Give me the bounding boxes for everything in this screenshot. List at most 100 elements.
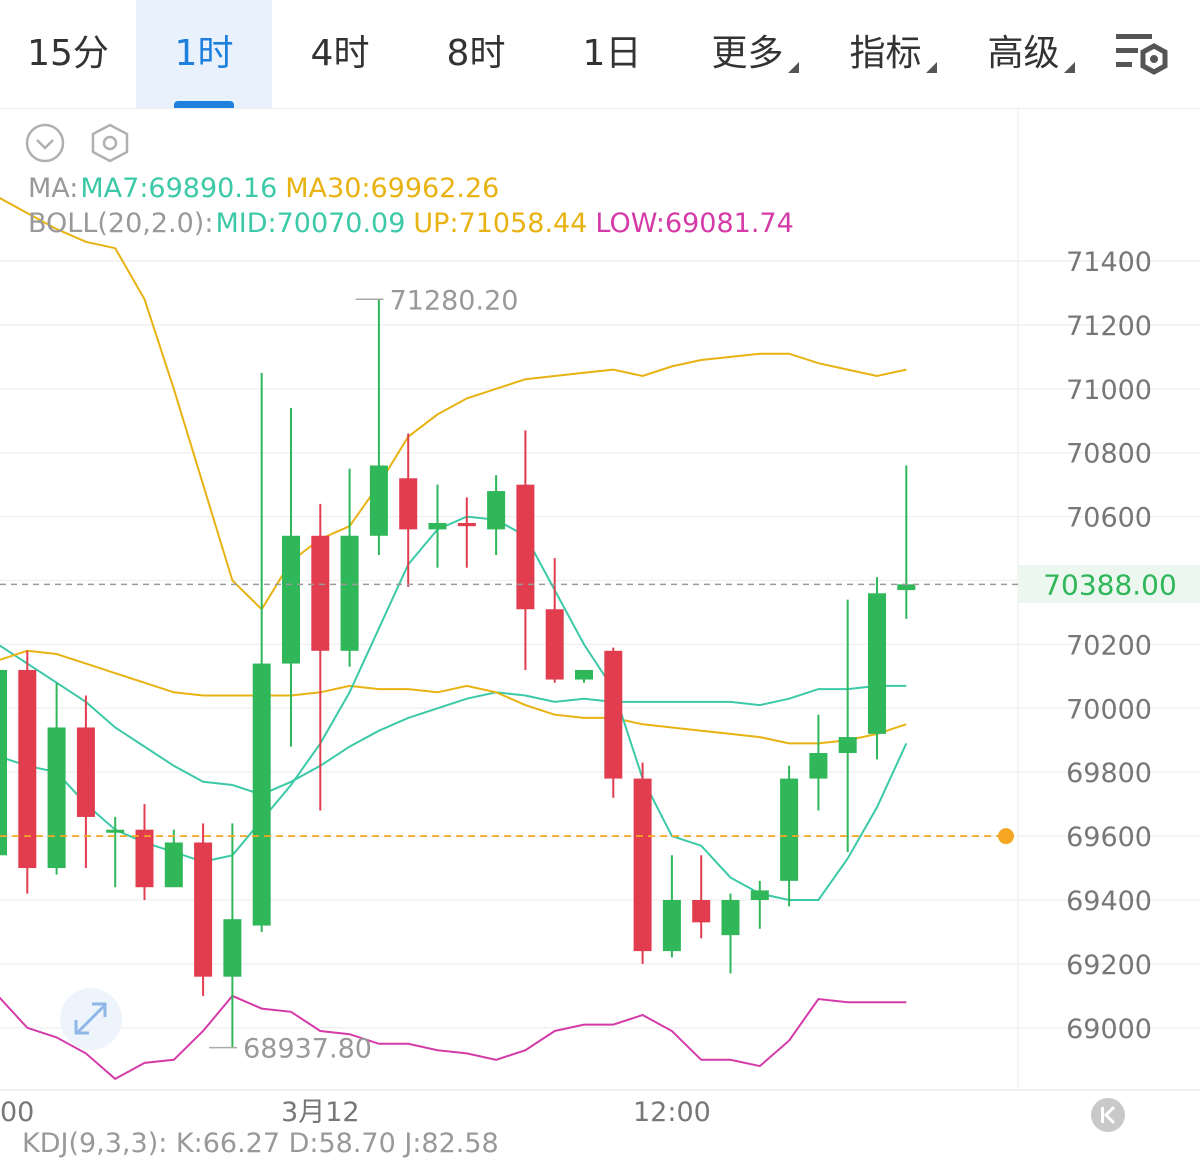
candle-up xyxy=(252,372,271,932)
indicator-lines xyxy=(0,197,908,1081)
candle-body xyxy=(457,522,476,527)
y-tick-label: 70600 xyxy=(1066,503,1152,534)
y-axis: 71400 71200 71000 70800 70600 70200 70000 69800… xyxy=(1066,247,1152,1045)
current-price-label: 70388.00 xyxy=(1043,568,1177,601)
tab-1day[interactable]: 1日 xyxy=(582,33,642,74)
candle-up xyxy=(575,669,593,683)
boll-low-value: LOW:69081.74 xyxy=(595,208,794,239)
tab-indicators-dropdown[interactable]: 指标 xyxy=(828,0,958,108)
boll-up-value: UP:71058.44 xyxy=(413,208,588,239)
candle-up xyxy=(164,829,183,888)
candle-body xyxy=(0,669,7,856)
candle-up xyxy=(868,577,886,760)
candlestick-chart[interactable]: 70388.00 71280.20 68937.80 71400 71200 71000… xyxy=(0,109,1200,1144)
candle-body xyxy=(838,737,857,754)
x-tick-label: 12:00 xyxy=(633,1097,711,1128)
candle-body xyxy=(340,535,359,651)
candles xyxy=(0,299,916,1048)
candle-body xyxy=(135,829,154,888)
candle-up xyxy=(838,599,857,853)
candle-up xyxy=(487,475,506,555)
candle-body xyxy=(633,778,652,952)
candle-down xyxy=(545,558,564,683)
candle-body xyxy=(809,753,828,779)
expand-arrows-icon[interactable] xyxy=(58,986,124,1052)
candle-body xyxy=(575,669,593,680)
x-tick-label: 00 xyxy=(0,1097,34,1128)
candle-down xyxy=(516,430,535,670)
x-axis: 00 3月12 12:00 xyxy=(0,1097,711,1128)
candle-down xyxy=(692,855,711,939)
candle-down xyxy=(76,695,95,869)
current-price-tag-bg xyxy=(1018,565,1200,603)
candle-body xyxy=(164,842,183,888)
boll-mid-line xyxy=(0,644,907,796)
ma7-value: MA7:69890.16 xyxy=(80,173,278,204)
candle-body xyxy=(428,522,447,530)
candle-up xyxy=(223,823,242,1048)
candle-up xyxy=(721,893,740,974)
candle-body xyxy=(750,890,769,900)
candle-down xyxy=(604,647,623,798)
ma-legend: MA:MA7:69890.16 MA30:69962.26 xyxy=(28,173,507,204)
y-tick-label: 70800 xyxy=(1066,439,1152,470)
y-tick-label: 69000 xyxy=(1066,1014,1152,1045)
chevron-down-circle-icon[interactable] xyxy=(24,122,66,164)
candle-up xyxy=(750,880,769,929)
boll-up-line xyxy=(0,197,907,611)
candle-body xyxy=(106,829,125,833)
candle-body xyxy=(282,535,300,664)
tab-1hour[interactable]: 1时 xyxy=(136,0,272,108)
candle-down xyxy=(311,503,330,811)
ma-legend-prefix: MA: xyxy=(28,173,79,204)
candle-up xyxy=(809,714,828,811)
candle-body xyxy=(311,535,330,651)
candle-body xyxy=(897,584,916,591)
candle-up xyxy=(282,407,300,747)
candle-down xyxy=(633,762,652,964)
candle-up xyxy=(662,855,681,958)
y-tick-label: 69600 xyxy=(1066,822,1152,853)
y-tick-label: 70200 xyxy=(1066,630,1152,661)
tab-more-dropdown[interactable]: 更多 xyxy=(690,0,820,108)
ma30-line xyxy=(0,649,907,745)
candle-down xyxy=(135,804,154,900)
candle-body xyxy=(692,900,711,923)
candle-up xyxy=(897,465,916,619)
candle-body xyxy=(604,650,623,779)
candle-down xyxy=(194,823,213,996)
hexagon-settings-icon[interactable] xyxy=(88,122,132,164)
tab-advanced-dropdown[interactable]: 高级 xyxy=(966,0,1096,108)
y-tick-label: 69200 xyxy=(1066,950,1152,981)
x-tick-label: 3月12 xyxy=(281,1097,360,1128)
boll-mid-value: MID:70070.09 xyxy=(215,208,406,239)
y-tick-label: 71400 xyxy=(1066,247,1152,278)
candle-up xyxy=(369,299,388,555)
price-markers: 70388.00 71280.20 68937.80 xyxy=(0,285,1177,1065)
low-marker-label: 68937.80 xyxy=(243,1034,372,1065)
jump-to-latest-icon[interactable] xyxy=(1090,1097,1126,1133)
candle-body xyxy=(252,663,271,926)
y-tick-label: 70000 xyxy=(1066,694,1152,725)
chart-settings-icon[interactable] xyxy=(1110,28,1174,80)
candle-body xyxy=(545,609,564,680)
tab-4hour[interactable]: 4时 xyxy=(310,33,370,74)
candle-body xyxy=(487,491,506,530)
candle-body xyxy=(780,778,799,881)
candle-up xyxy=(340,468,359,667)
y-tick-label: 71200 xyxy=(1066,311,1152,342)
candle-body xyxy=(18,669,37,869)
candle-up xyxy=(0,669,7,856)
candle-body xyxy=(868,593,886,734)
candle-down xyxy=(18,650,37,894)
tab-8hour[interactable]: 8时 xyxy=(446,33,506,74)
interval-tab-bar: 15分 1时 4时 8时 1日 更多 指标 高级 xyxy=(0,0,1200,109)
dropdown-triangle-icon xyxy=(1063,62,1075,73)
tab-15min[interactable]: 15分 xyxy=(27,33,109,74)
candle-up xyxy=(47,682,66,875)
candle-body xyxy=(399,478,418,530)
candle-body xyxy=(721,900,740,936)
candle-body xyxy=(662,900,681,952)
boll-legend: BOLL(20,2.0):MID:70070.09 UP:71058.44 LOW:… xyxy=(28,208,802,239)
candle-down xyxy=(457,497,476,568)
